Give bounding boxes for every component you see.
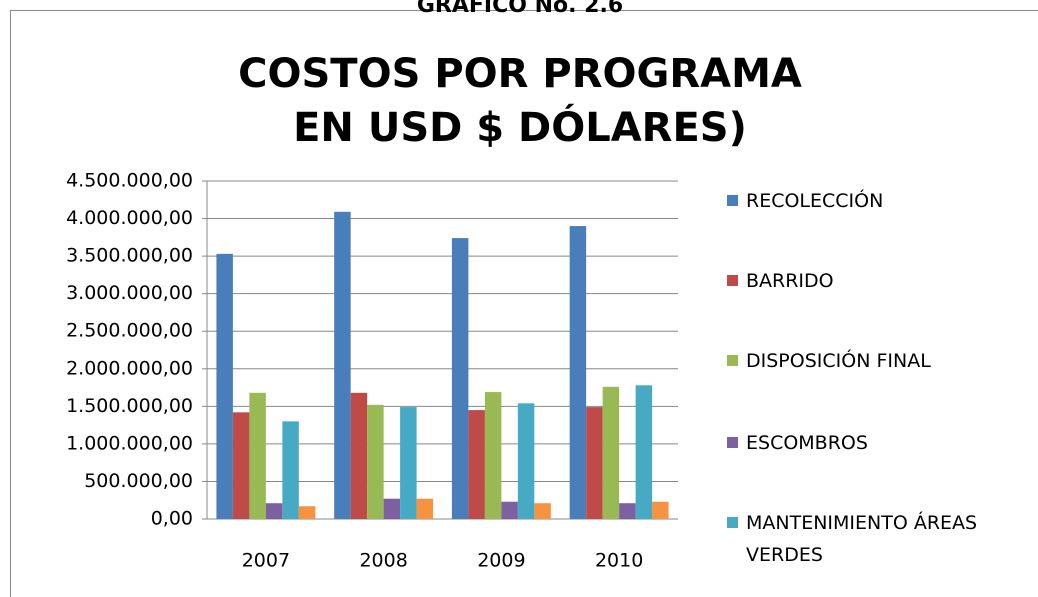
bar [468,410,485,519]
y-tick-label: 3.000.000,00 [66,282,193,304]
y-tick-label: 1.500.000,00 [66,395,193,417]
bar [216,253,233,519]
bar [416,498,434,519]
bar [569,226,587,520]
y-tick-label: 0,00 [151,508,193,530]
bar [367,404,384,519]
y-tick-label: 3.500.000,00 [66,245,193,267]
bar [400,407,417,519]
bar [383,498,401,519]
bar [534,503,551,519]
bar [334,211,351,519]
legend-item: MANTENIMIENTO ÁREAS VERDES [727,507,1027,571]
y-tick-label: 500.000,00 [84,470,193,492]
legend-label: BARRIDO [746,270,834,292]
legend-label: ESCOMBROS [746,432,868,454]
legend-label: RECOLECCIÓN [746,190,884,212]
chart-title: COSTOS POR PROGRAMA [238,51,802,97]
y-tick-label: 4.500.000,00 [66,170,193,192]
bar [602,386,620,519]
y-tick-label: 2.000.000,00 [66,357,193,379]
bar [265,503,283,519]
bar [501,501,518,519]
bar [451,238,469,519]
legend-label: MANTENIMIENTO ÁREAS VERDES [746,512,978,566]
bar [484,392,502,519]
legend-swatch [727,275,738,286]
legend-item: RECOLECCIÓN [727,185,1027,217]
x-tick-label: 2008 [359,550,407,572]
x-tick-label: 2010 [595,550,643,572]
bar [635,385,653,519]
y-tick-label: 2.500.000,00 [66,320,193,342]
legend-swatch [727,195,738,206]
bar [652,501,669,519]
legend-item: DISPOSICIÓN FINAL [727,345,1027,377]
x-tick-label: 2009 [477,550,525,572]
y-tick-label: 4.000.000,00 [66,207,193,229]
bar [232,412,250,519]
legend-swatch [727,355,738,366]
bar [282,421,299,519]
legend-label: DISPOSICIÓN FINAL [746,350,931,372]
bar [350,392,368,519]
x-tick-label: 2007 [242,550,290,572]
legend-item: ESCOMBROS [727,427,1027,459]
legend-item: BARRIDO [727,265,1027,297]
chart-title: EN USD $ DÓLARES) [293,103,747,151]
bar [298,506,316,519]
y-tick-label: 1.000.000,00 [66,432,193,454]
bar [249,392,266,519]
legend-swatch [727,437,738,448]
header: GRÁFICO No. 2.6 [417,0,623,18]
bar [517,403,535,519]
bar [619,503,636,519]
bar [586,407,603,519]
legend-swatch [727,517,738,528]
chart-frame [10,10,1038,597]
